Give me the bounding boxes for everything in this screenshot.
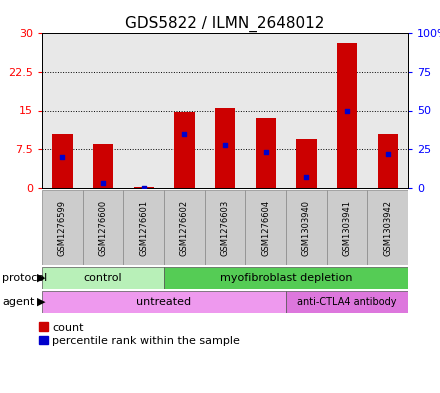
Bar [42, 291, 286, 313]
Bar [205, 190, 246, 265]
Bar [164, 267, 408, 289]
Bar [83, 190, 123, 265]
Bar [286, 190, 326, 265]
Bar [378, 134, 398, 188]
Legend: count, percentile rank within the sample: count, percentile rank within the sample [39, 323, 240, 346]
Text: untreated: untreated [136, 297, 191, 307]
Bar [42, 267, 164, 289]
Text: GSM1276602: GSM1276602 [180, 199, 189, 255]
Bar [174, 112, 194, 188]
Text: agent: agent [2, 297, 35, 307]
Title: GDS5822 / ILMN_2648012: GDS5822 / ILMN_2648012 [125, 15, 325, 32]
Text: GSM1276599: GSM1276599 [58, 200, 67, 255]
Bar [367, 190, 408, 265]
Text: control: control [84, 273, 122, 283]
Bar [337, 43, 357, 188]
Bar [246, 190, 286, 265]
Point [344, 107, 351, 114]
Point [59, 154, 66, 160]
Point [262, 149, 269, 156]
Text: anti-CTLA4 antibody: anti-CTLA4 antibody [297, 297, 397, 307]
Text: GSM1303940: GSM1303940 [302, 200, 311, 255]
Bar [286, 291, 408, 313]
Bar [256, 118, 276, 188]
Text: GSM1276603: GSM1276603 [220, 199, 230, 255]
Bar [123, 190, 164, 265]
Point [99, 180, 106, 187]
Text: ▶: ▶ [37, 297, 45, 307]
Bar [326, 190, 367, 265]
Point [221, 141, 228, 148]
Point [384, 151, 391, 157]
Point [303, 174, 310, 180]
Text: GSM1303942: GSM1303942 [383, 200, 392, 255]
Bar [93, 144, 113, 188]
Text: myofibroblast depletion: myofibroblast depletion [220, 273, 352, 283]
Text: GSM1276604: GSM1276604 [261, 199, 270, 255]
Bar [42, 190, 83, 265]
Text: GSM1276600: GSM1276600 [99, 199, 107, 255]
Text: GSM1276601: GSM1276601 [139, 199, 148, 255]
Bar [52, 134, 73, 188]
Bar [215, 108, 235, 188]
Point [140, 185, 147, 191]
Bar [133, 187, 154, 188]
Text: GSM1303941: GSM1303941 [342, 200, 352, 255]
Point [181, 130, 188, 137]
Bar [164, 190, 205, 265]
Text: protocol: protocol [2, 273, 48, 283]
Text: ▶: ▶ [37, 273, 45, 283]
Bar [296, 139, 316, 188]
